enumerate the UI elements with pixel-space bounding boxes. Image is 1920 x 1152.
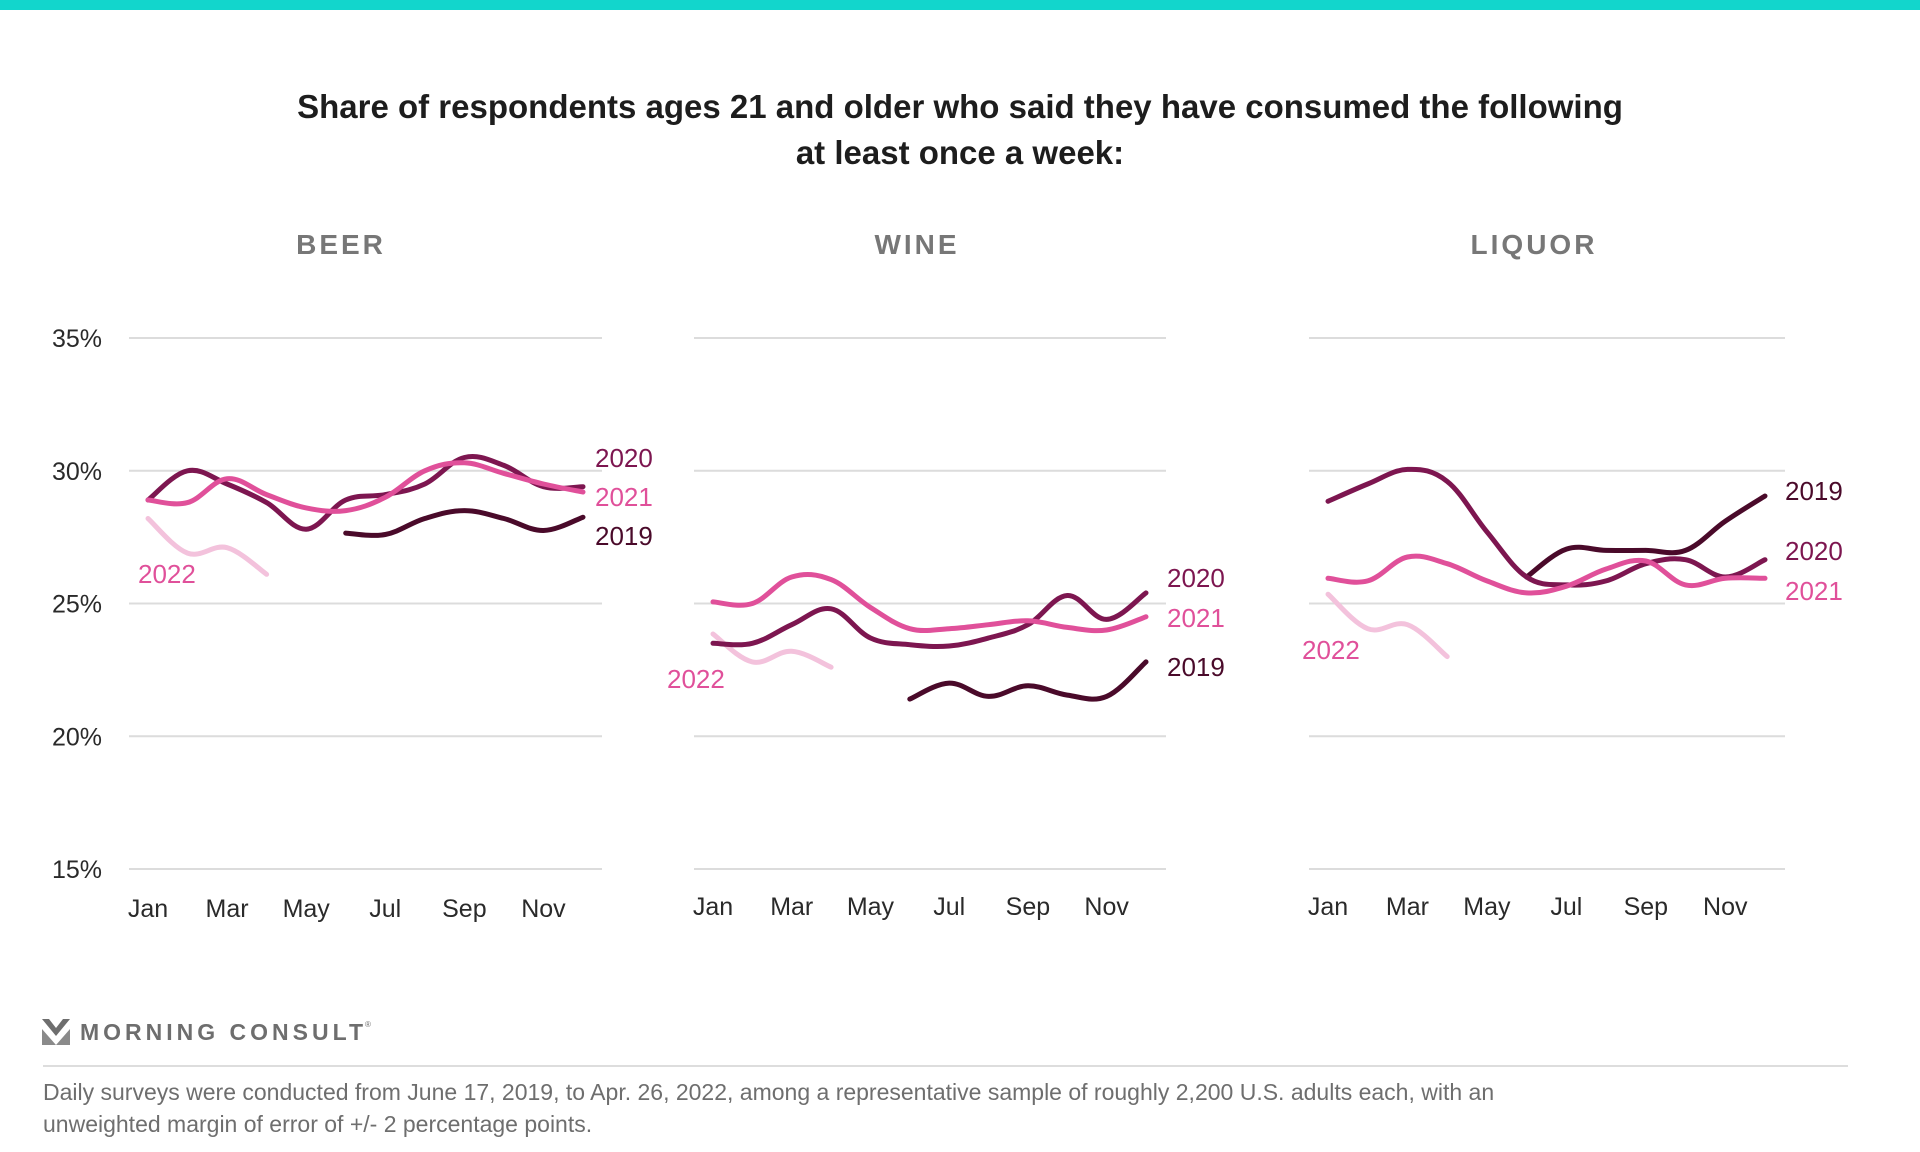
x-tick-label: Mar bbox=[770, 893, 813, 921]
series-line-2022 bbox=[145, 516, 270, 577]
y-tick-label: 25% bbox=[52, 591, 102, 619]
x-tick-label: Jan bbox=[128, 895, 168, 923]
morning-consult-chevron-icon bbox=[42, 1019, 70, 1045]
x-tick-label: Sep bbox=[1006, 893, 1050, 921]
series-label-2021: 2021 bbox=[1167, 603, 1225, 633]
x-tick-label: May bbox=[1463, 893, 1511, 921]
series-line-2022 bbox=[1325, 591, 1450, 660]
x-tick-label: May bbox=[847, 893, 895, 921]
methodology-note: Daily surveys were conducted from June 1… bbox=[43, 1076, 1843, 1140]
methodology-note-line-2: unweighted margin of error of +/- 2 perc… bbox=[43, 1111, 593, 1137]
x-tick-label: Mar bbox=[206, 895, 249, 923]
series-label-2019: 2019 bbox=[595, 521, 653, 551]
x-tick-label: Sep bbox=[442, 895, 486, 923]
morning-consult-logo: MORNING CONSULT ® bbox=[42, 1018, 371, 1046]
series-line-2019 bbox=[343, 508, 586, 538]
x-tick-label: Jul bbox=[369, 895, 401, 923]
series-label-2021: 2021 bbox=[1785, 576, 1843, 606]
y-tick-label: 20% bbox=[52, 723, 102, 751]
series-line-2021 bbox=[1325, 553, 1768, 596]
panel-title-liquor: LIQUOR bbox=[1471, 229, 1598, 260]
series-label-2022: 2022 bbox=[667, 664, 725, 694]
x-tick-label: Nov bbox=[1084, 893, 1129, 921]
panel-title-wine: WINE bbox=[874, 229, 959, 260]
x-tick-label: Nov bbox=[1703, 893, 1748, 921]
x-tick-label: Jul bbox=[933, 893, 965, 921]
chart-title: Share of respondents ages 21 and older w… bbox=[0, 84, 1920, 176]
x-tick-label: Mar bbox=[1386, 893, 1429, 921]
x-tick-label: Jan bbox=[1308, 893, 1348, 921]
y-tick-label: 15% bbox=[52, 856, 102, 884]
series-line-2019 bbox=[907, 659, 1149, 702]
panel-liquor: LIQUOR Jan Mar May Jul Sep Nov 2019 2020 2021 20… bbox=[1302, 229, 1843, 921]
x-tick-label: Jul bbox=[1550, 893, 1582, 921]
series-label-2020: 2020 bbox=[1167, 563, 1225, 593]
logo-wordmark: MORNING CONSULT bbox=[80, 1018, 368, 1045]
series-label-2020: 2020 bbox=[1785, 536, 1843, 566]
x-tick-label: Jan bbox=[693, 893, 733, 921]
methodology-note-line-1: Daily surveys were conducted from June 1… bbox=[43, 1079, 1495, 1105]
y-tick-label: 35% bbox=[52, 325, 102, 353]
registered-mark: ® bbox=[365, 1019, 371, 1029]
series-line-2019 bbox=[1524, 493, 1768, 580]
footer-divider bbox=[43, 1065, 1848, 1067]
series-label-2022: 2022 bbox=[138, 559, 196, 589]
chart-title-line-1: Share of respondents ages 21 and older w… bbox=[297, 88, 1623, 125]
series-label-2020: 2020 bbox=[595, 443, 653, 473]
series-line-2020 bbox=[710, 590, 1149, 649]
series-line-2021 bbox=[145, 460, 586, 514]
x-tick-label: Sep bbox=[1624, 893, 1668, 921]
top-accent-bar bbox=[0, 0, 1920, 10]
series-line-2020 bbox=[1325, 466, 1768, 588]
chart-title-line-2: at least once a week: bbox=[795, 134, 1125, 171]
panel-wine: WINE Jan Mar May Jul Sep Nov 2020 2021 2019 2022 bbox=[667, 229, 1225, 921]
series-label-2021: 2021 bbox=[595, 482, 653, 512]
series-line-2020 bbox=[145, 454, 586, 532]
x-tick-label: May bbox=[283, 895, 331, 923]
series-label-2019: 2019 bbox=[1785, 476, 1843, 506]
panel-beer: BEER 35%30%25%20%15% Jan Mar May Jul Sep Nov … bbox=[52, 229, 653, 923]
series-line-2021 bbox=[710, 571, 1149, 634]
x-tick-label: Nov bbox=[521, 895, 566, 923]
panel-title-beer: BEER bbox=[296, 229, 386, 260]
series-label-2019: 2019 bbox=[1167, 652, 1225, 682]
y-tick-label: 30% bbox=[52, 458, 102, 486]
series-line-2022 bbox=[710, 631, 834, 670]
series-label-2022: 2022 bbox=[1302, 635, 1360, 665]
